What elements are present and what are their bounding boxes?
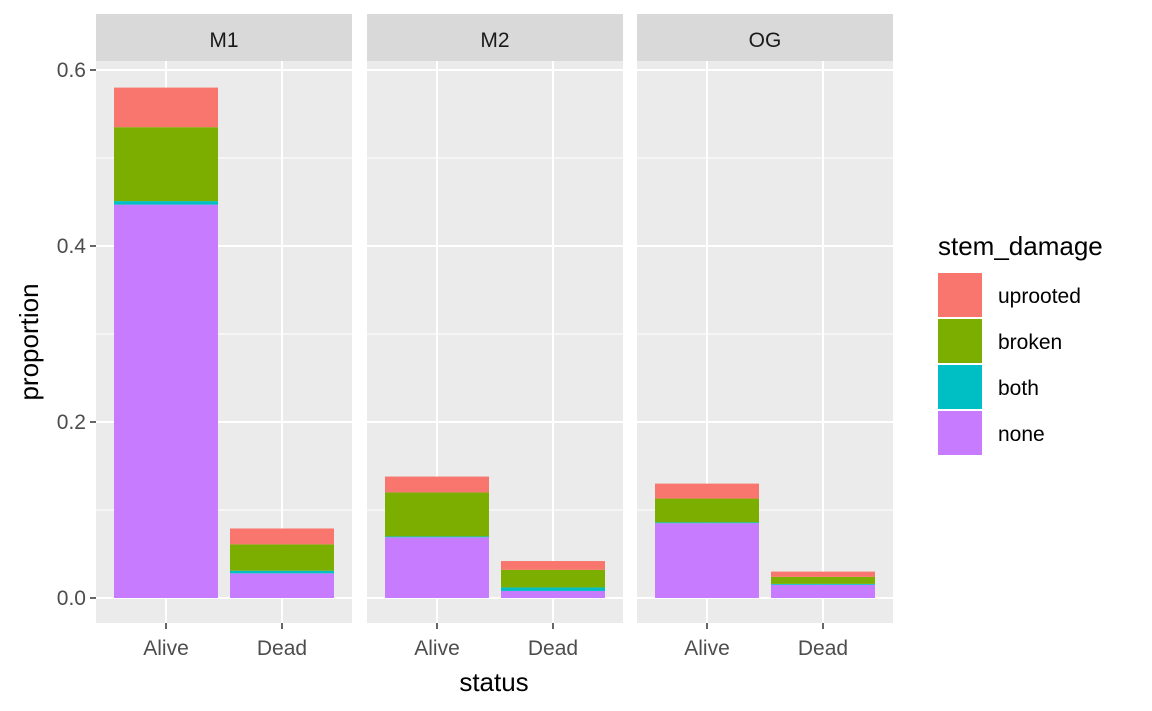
bar-segment-m1-alive-broken <box>114 127 218 202</box>
legend: stem_damage uprooted broken both none <box>938 231 1103 455</box>
legend-label-none: none <box>998 423 1045 446</box>
bar-segment-m2-alive-both <box>385 536 489 538</box>
legend-swatch-none <box>938 411 982 455</box>
legend-title: stem_damage <box>938 231 1103 261</box>
facet-strip <box>367 14 623 61</box>
bar-segment-m2-alive-broken <box>385 492 489 537</box>
legend-label-broken: broken <box>998 331 1062 354</box>
facet-strip-label: OG <box>749 29 782 52</box>
legend-label-both: both <box>998 377 1039 400</box>
facet-strip-label: M2 <box>480 29 509 52</box>
bar-segment-og-dead-uprooted <box>771 571 875 577</box>
bar-segment-og-alive-both <box>655 522 759 524</box>
facet-strip <box>637 14 893 61</box>
bar-segment-m2-dead-uprooted <box>501 561 605 570</box>
legend-label-uprooted: uprooted <box>998 285 1081 308</box>
legend-swatch-uprooted <box>938 273 982 317</box>
bar-segment-m1-alive-both <box>114 201 218 205</box>
x-tick-label: Dead <box>257 637 307 660</box>
legend-swatch-broken <box>938 319 982 363</box>
bar-segment-m2-alive-none <box>385 537 489 598</box>
legend-swatch-both <box>938 365 982 409</box>
x-axis-title: status <box>459 667 528 697</box>
y-tick-label: 0.6 <box>57 59 86 82</box>
bar-segment-m2-dead-broken <box>501 569 605 588</box>
bar-segment-m1-alive-none <box>114 204 218 598</box>
bar-segment-og-dead-broken <box>771 576 875 584</box>
bar-segment-m2-dead-both <box>501 587 605 591</box>
bar-segment-og-alive-uprooted <box>655 483 759 499</box>
y-axis: 0.0 0.2 0.4 0.6 <box>57 59 96 610</box>
facet-panel-og: OG Alive Dead <box>637 14 893 660</box>
bar-segment-m1-alive-uprooted <box>114 87 218 128</box>
facet-strip-label: M1 <box>209 29 238 52</box>
facet-panel-m1: M1 Alive Dead <box>96 14 352 660</box>
x-tick-label: Dead <box>528 637 578 660</box>
bar-segment-og-alive-none <box>655 523 759 598</box>
x-tick-label: Alive <box>684 637 730 660</box>
y-tick-label: 0.4 <box>57 235 87 258</box>
bar-segment-m1-dead-broken <box>230 544 334 571</box>
x-tick-label: Alive <box>414 637 460 660</box>
bar-segment-m2-dead-none <box>501 590 605 598</box>
y-axis-title: proportion <box>14 283 44 400</box>
y-tick-label: 0.0 <box>57 587 86 610</box>
bar-segment-og-dead-both <box>771 583 875 585</box>
bar-segment-m1-dead-both <box>230 570 334 574</box>
bar-segment-og-alive-broken <box>655 498 759 523</box>
bar-segment-m2-alive-uprooted <box>385 476 489 493</box>
facet-strip <box>96 14 352 61</box>
bar-segment-m1-dead-uprooted <box>230 528 334 545</box>
facet-panels: M1 Alive Dead M2 Alive Dead OG Alive Dead <box>96 14 893 660</box>
x-tick-label: Alive <box>143 637 189 660</box>
bar-segment-og-dead-none <box>771 584 875 598</box>
y-tick-label: 0.2 <box>57 411 86 434</box>
bar-segment-m1-dead-none <box>230 573 334 598</box>
x-tick-label: Dead <box>798 637 848 660</box>
facet-panel-m2: M2 Alive Dead <box>367 14 623 660</box>
